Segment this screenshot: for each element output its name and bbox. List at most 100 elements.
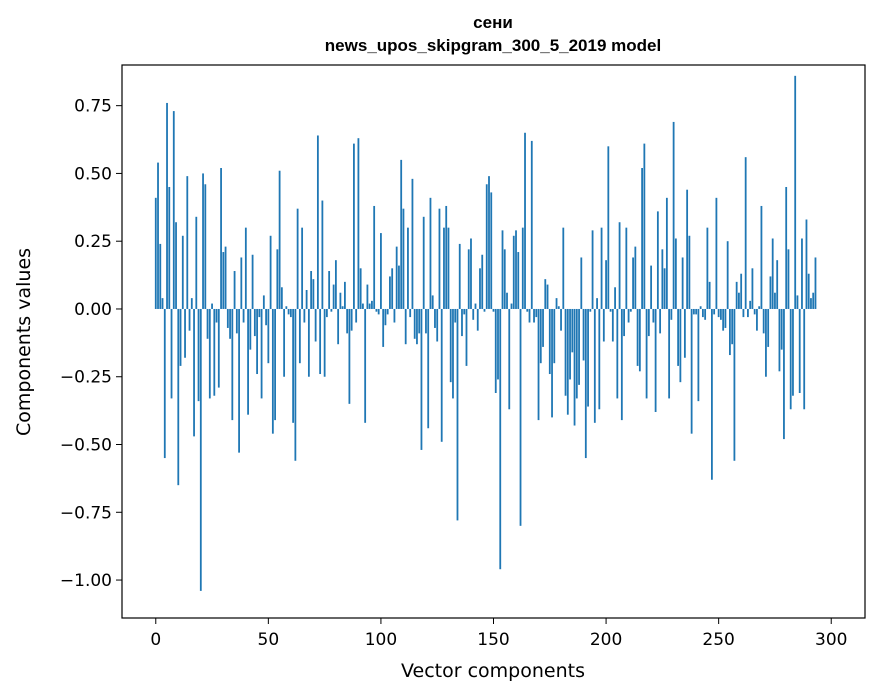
bar-component-219: [647, 308, 650, 337]
bar-component-147: [485, 184, 488, 309]
bar-component-54: [276, 249, 279, 309]
bar-component-284: [794, 75, 797, 309]
bar-component-242: [699, 306, 702, 309]
bar-component-52: [271, 308, 274, 434]
bar-component-118: [420, 308, 423, 450]
x-tick-label: 250: [702, 630, 734, 650]
bar-component-247: [711, 308, 713, 480]
bar-component-68: [307, 308, 310, 377]
bar-component-153: [499, 308, 502, 570]
bar-component-78: [330, 308, 333, 312]
bar-component-51: [269, 235, 272, 309]
bar-component-276: [776, 260, 779, 309]
y-tick-label: 0.50: [74, 164, 112, 184]
chart-title: сени: [473, 13, 513, 32]
bar-component-230: [672, 121, 675, 309]
bar-component-28: [217, 308, 220, 388]
bar-component-182: [564, 308, 567, 396]
bar-component-10: [177, 308, 180, 486]
bar-component-195: [593, 308, 596, 423]
bar-component-278: [780, 308, 783, 350]
bar-component-250: [717, 308, 720, 318]
bar-component-12: [181, 235, 184, 309]
bar-component-156: [506, 292, 508, 309]
bar-component-2: [159, 243, 162, 309]
bar-component-149: [490, 192, 493, 309]
bar-component-211: [629, 308, 632, 312]
bar-component-257: [733, 308, 736, 461]
bar-component-154: [501, 230, 504, 309]
bar-component-241: [697, 308, 700, 402]
bar-component-93: [364, 308, 367, 423]
bar-component-21: [202, 173, 204, 309]
bar-component-92: [362, 303, 364, 309]
bar-component-173: [544, 279, 547, 309]
bar-component-90: [357, 138, 360, 309]
bar-component-216: [641, 168, 643, 309]
bar-component-144: [479, 268, 481, 309]
bar-component-291: [810, 298, 812, 309]
bar-component-59: [287, 308, 290, 315]
bar-component-157: [508, 308, 511, 410]
y-axis-ticks: −1.00 −0.75 −0.50 −0.25 0.00 0.25 0.50 0.75: [60, 97, 122, 591]
bar-component-16: [190, 298, 193, 309]
bar-component-136: [461, 308, 463, 337]
bar-component-209: [625, 227, 628, 309]
bar-component-129: [445, 205, 448, 309]
y-tick-label: −0.75: [60, 503, 112, 523]
bar-component-261: [742, 308, 745, 318]
bar-component-142: [474, 303, 477, 309]
bar-component-199: [602, 308, 605, 342]
bar-component-191: [584, 308, 587, 459]
bar-component-18: [195, 216, 198, 309]
bar-component-128: [443, 227, 445, 309]
bar-component-270: [762, 308, 765, 334]
bar-component-96: [371, 300, 373, 309]
bar-component-33: [229, 308, 231, 339]
bar-component-217: [643, 143, 646, 309]
bar-component-75: [323, 308, 326, 377]
bar-component-117: [418, 308, 421, 334]
bar-component-166: [528, 308, 531, 323]
bar-component-224: [659, 308, 662, 334]
bar-component-79: [332, 284, 335, 309]
bar-component-123: [431, 295, 434, 309]
bar-component-0: [154, 197, 157, 309]
bar-component-227: [665, 197, 668, 309]
bar-component-34: [231, 308, 234, 421]
bar-component-110: [402, 208, 405, 309]
bar-component-176: [551, 308, 553, 418]
bar-component-114: [411, 178, 414, 309]
bar-component-58: [285, 306, 288, 309]
bar-component-106: [393, 308, 396, 323]
bar-component-44: [253, 308, 256, 337]
bar-component-289: [805, 219, 808, 309]
bar-component-161: [517, 252, 520, 309]
bar-component-208: [623, 308, 625, 337]
bar-component-272: [767, 308, 770, 347]
bar-component-32: [226, 308, 229, 328]
bar-component-143: [476, 308, 479, 331]
bar-component-155: [503, 249, 506, 309]
bar-component-122: [429, 197, 432, 309]
bar-component-134: [456, 308, 459, 521]
bar-component-205: [616, 308, 619, 399]
x-tick-label: 100: [365, 630, 397, 650]
bar-component-7: [170, 308, 173, 399]
bar-component-46: [258, 308, 261, 318]
bar-component-62: [294, 308, 297, 461]
bar-component-116: [416, 308, 418, 345]
bar-component-243: [701, 308, 704, 318]
bar-component-125: [436, 308, 439, 342]
x-axis-label: Vector components: [401, 660, 585, 682]
bar-component-192: [587, 308, 589, 407]
bar-component-206: [618, 222, 621, 309]
bar-component-29: [220, 168, 222, 309]
bar-component-292: [812, 292, 815, 309]
bar-component-26: [213, 308, 216, 396]
bar-component-223: [656, 211, 659, 309]
bar-component-37: [238, 308, 240, 453]
bar-component-240: [695, 308, 698, 315]
bar-component-245: [706, 227, 709, 309]
bar-component-169: [535, 308, 538, 318]
